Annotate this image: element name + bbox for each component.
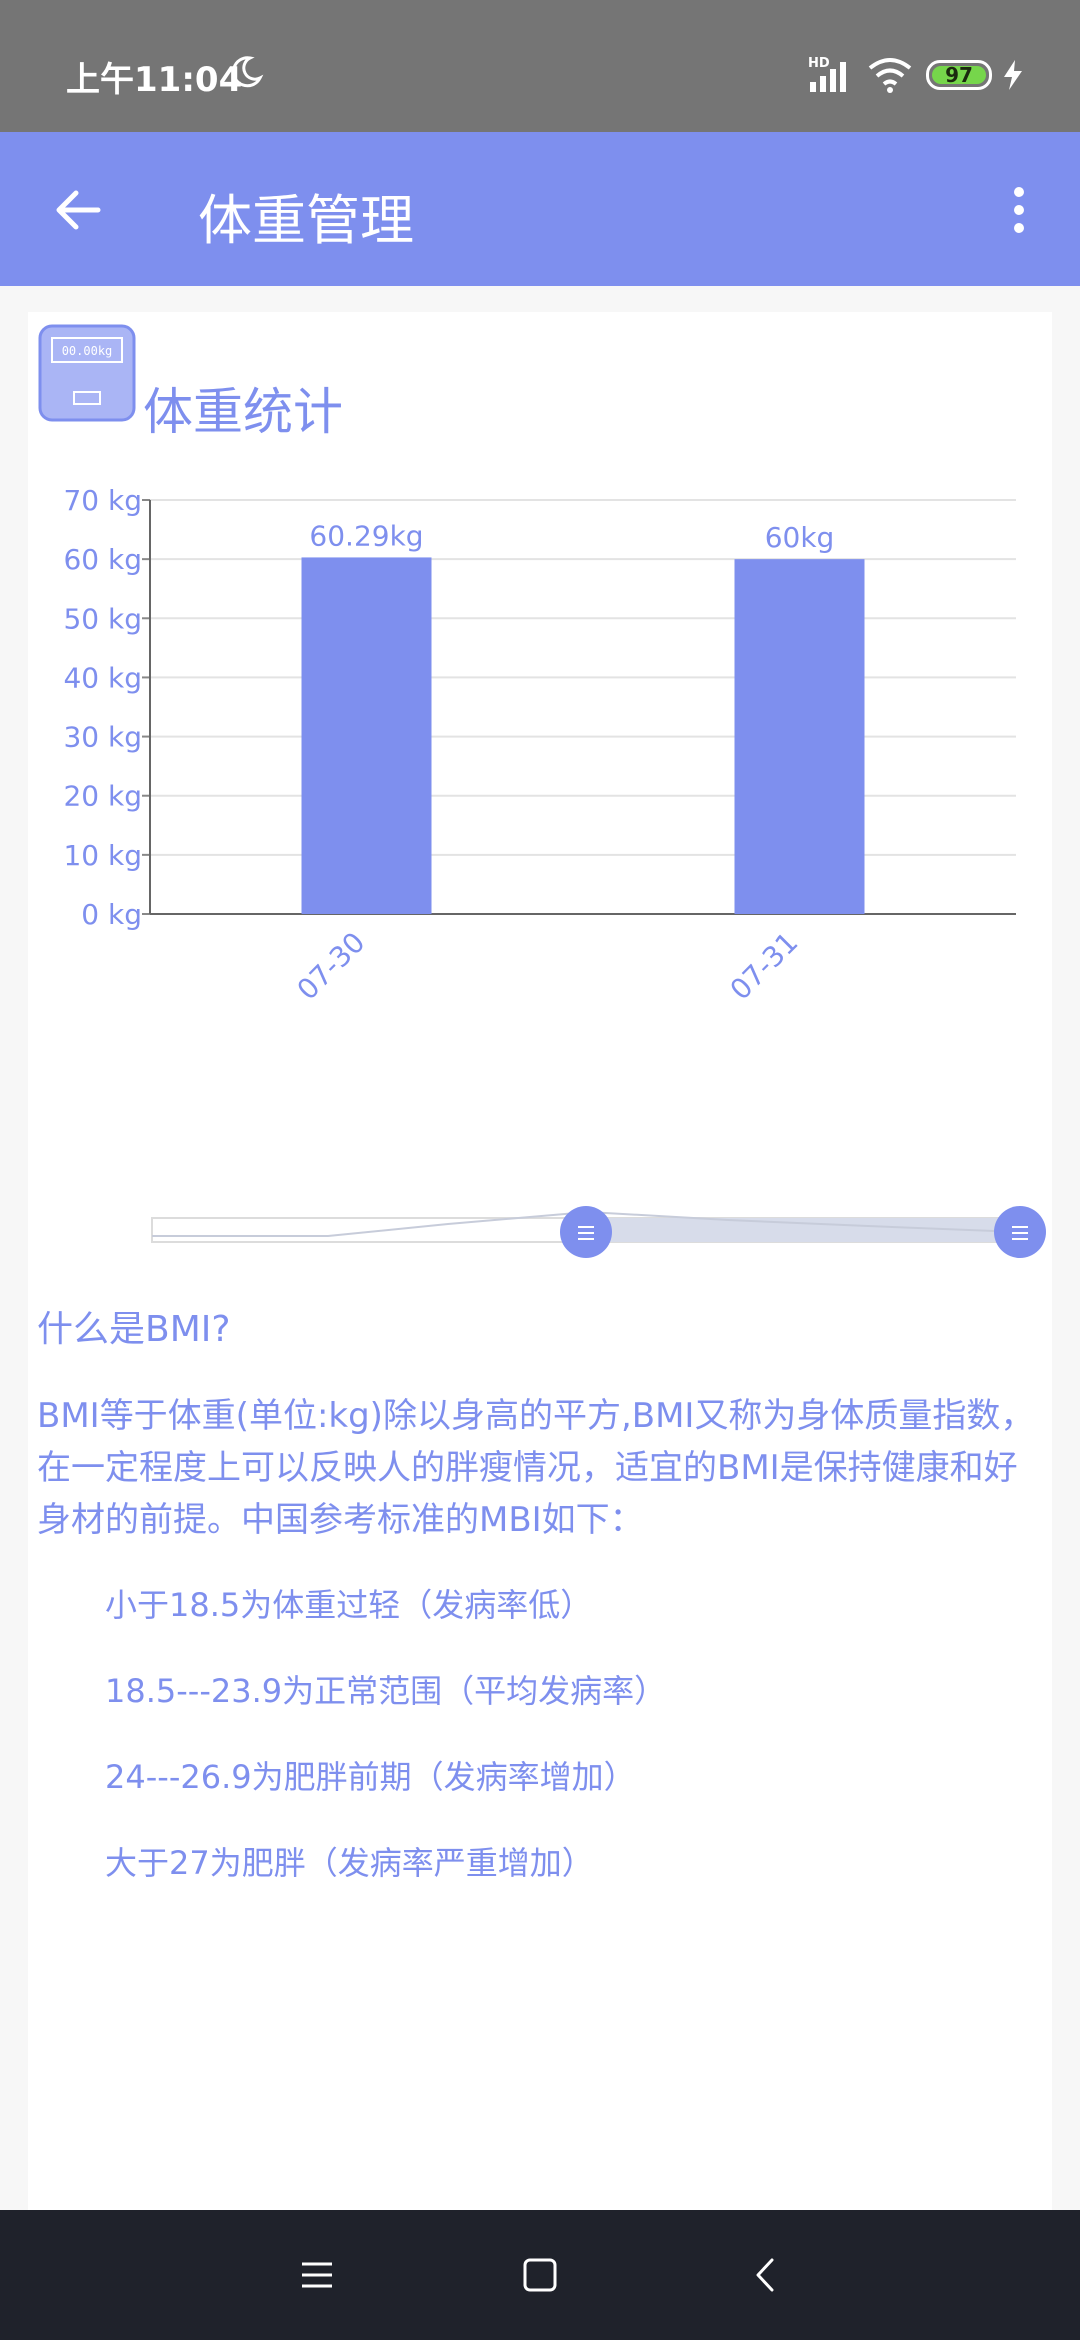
bmi-item-normal: 18.5---23.9为正常范围（平均发病率）	[105, 1672, 667, 1710]
home-icon[interactable]	[515, 2250, 565, 2300]
x-category-label: 07-31	[724, 926, 805, 1002]
back-icon[interactable]	[742, 2250, 792, 2300]
bar-data-label: 60.29kg	[309, 519, 423, 552]
zoom-slider[interactable]	[28, 1202, 1052, 1262]
y-tick-label: 50 kg	[63, 602, 142, 635]
y-tick-label: 60 kg	[63, 543, 142, 576]
slider-start-handle[interactable]	[560, 1206, 612, 1258]
status-bar: 上午11:04 HD 97	[0, 0, 1080, 132]
y-tick-label: 70 kg	[63, 484, 142, 517]
bmi-item-obese: 大于27为肥胖（发病率严重增加）	[105, 1844, 594, 1882]
back-arrow-icon[interactable]	[50, 182, 106, 238]
slider-end-handle[interactable]	[994, 1206, 1046, 1258]
scale-icon: 00.00kg	[38, 324, 136, 422]
section-title: 体重统计	[143, 383, 343, 441]
weight-bar-chart: 0 kg 10 kg 20 kg 30 kg 40 kg 50 kg 60 kg 70 kg 6…	[63, 484, 1016, 1002]
bmi-question: 什么是BMI?	[37, 1309, 231, 1350]
bmi-description: BMI等于体重(单位:kg)除以身高的平方,BMI又称为身体质量指数，在一定程度…	[37, 1396, 1035, 1540]
y-tick-label: 40 kg	[63, 661, 142, 694]
battery-icon: 97	[926, 60, 992, 90]
wifi-icon	[868, 58, 912, 93]
charging-icon	[1004, 60, 1022, 90]
bar-data-label: 60kg	[765, 521, 835, 554]
y-tick-label: 10 kg	[63, 839, 142, 872]
scale-display: 00.00kg	[62, 344, 113, 358]
weight-card: 00.00kg 体重统计 0 kg 10 kg 20 kg 30 kg 40 kg 50 …	[28, 312, 1052, 2210]
status-time: 上午11:04	[66, 60, 243, 100]
bar	[734, 559, 865, 914]
bmi-item-underweight: 小于18.5为体重过轻（发病率低）	[105, 1586, 593, 1624]
app-bar: 体重管理	[0, 132, 1080, 286]
signal-icon	[810, 62, 846, 92]
bar	[301, 557, 432, 914]
network-type-label: HD	[808, 56, 830, 71]
more-vert-icon[interactable]	[1004, 184, 1034, 236]
battery-level: 97	[932, 65, 986, 85]
y-tick-label: 20 kg	[63, 780, 142, 813]
menu-icon[interactable]	[292, 2250, 342, 2300]
y-tick-label: 0 kg	[81, 898, 142, 931]
bmi-item-preobese: 24---26.9为肥胖前期（发病率增加）	[105, 1758, 636, 1796]
moon-icon	[231, 56, 264, 88]
x-category-label: 07-30	[291, 926, 372, 1002]
y-tick-label: 30 kg	[63, 721, 142, 754]
page-title: 体重管理	[198, 189, 414, 252]
system-nav-bar	[0, 2210, 1080, 2340]
